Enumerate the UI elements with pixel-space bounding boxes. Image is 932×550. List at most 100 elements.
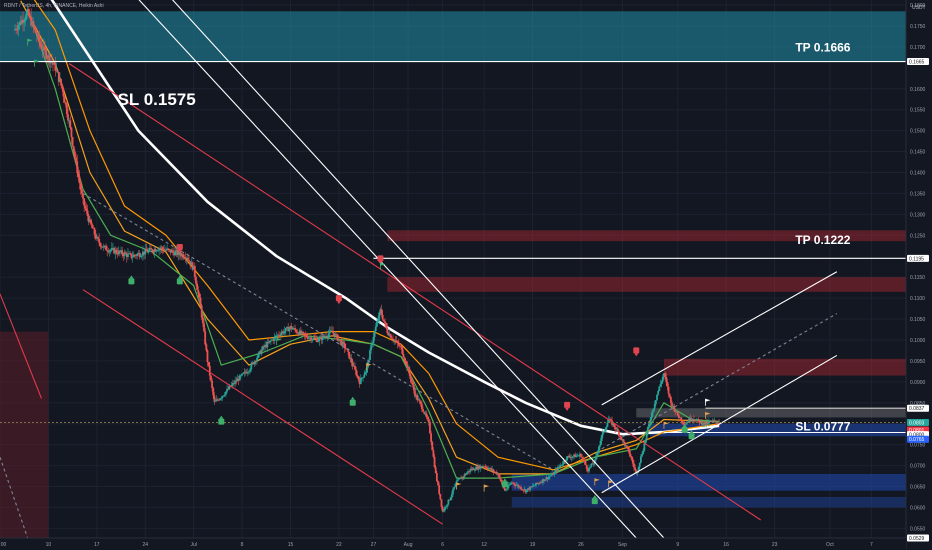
trend-lines[interactable] — [0, 0, 838, 539]
candle-body — [597, 450, 600, 454]
candle-body — [349, 358, 352, 360]
candle-body — [185, 257, 188, 259]
candle-body — [31, 21, 34, 26]
buy-signal-marker — [128, 278, 135, 285]
candle-body — [42, 46, 45, 51]
candle-body — [517, 485, 520, 488]
candle-body — [616, 428, 619, 432]
candle-body — [643, 443, 646, 451]
candle-body — [33, 26, 36, 29]
candle-body — [105, 245, 107, 251]
candle-body — [60, 79, 62, 86]
candle-body — [546, 477, 549, 479]
candle-body — [206, 350, 209, 363]
candle-body — [493, 471, 496, 473]
candle-body — [85, 208, 88, 211]
candle-body — [460, 478, 462, 480]
candle-body — [400, 345, 403, 348]
candle-body — [124, 252, 127, 254]
candle-body — [183, 257, 186, 259]
annotations[interactable]: SL 0.1575 TP 0.1666 TP 0.1222 SL 0.0777 — [118, 40, 851, 433]
candle-body — [658, 386, 661, 391]
flag-green-marker — [276, 338, 282, 342]
candle-body — [701, 421, 703, 425]
candle-body — [606, 422, 609, 427]
candle-body — [37, 34, 39, 37]
price-tick-label: 0.0850 — [910, 401, 926, 407]
candle-body — [41, 49, 44, 51]
buy-signal-marker — [591, 498, 598, 505]
price-tag-label: 0.0803 — [909, 420, 925, 426]
candle-body — [515, 485, 518, 487]
down-channel-upper — [68, 63, 762, 521]
candle-body — [139, 256, 142, 258]
symbol-header: RDNT / TetherUS, 4h, BINANCE, Heikin Ash… — [4, 3, 104, 9]
candle-body — [578, 454, 581, 456]
candle-body — [528, 488, 530, 490]
candle-body — [339, 339, 341, 341]
candle-body — [510, 482, 513, 484]
candle-body — [281, 331, 284, 334]
candle-body — [395, 340, 398, 342]
candle-body — [252, 362, 255, 365]
candle-body — [614, 427, 617, 430]
levels[interactable] — [0, 60, 906, 434]
candle-body — [710, 421, 713, 423]
time-tick-label: 12 — [481, 542, 487, 548]
candle-body — [638, 462, 641, 468]
candle-body — [298, 330, 301, 335]
price-axis[interactable]: 0.1800 0.1750 0.1700 0.1600 0.1550 0.1500 0.14… — [905, 0, 932, 550]
down-channel-mid — [82, 192, 554, 471]
candle-body — [295, 329, 298, 333]
candle-body — [544, 479, 547, 481]
candle-body — [288, 328, 291, 332]
candle-body — [291, 328, 294, 330]
candle-body — [348, 351, 351, 359]
candle-body — [50, 61, 53, 63]
price-tick-label: 0.1050 — [910, 317, 926, 323]
candle-body — [336, 334, 339, 341]
candle-body — [264, 344, 267, 348]
candle-body — [115, 249, 118, 254]
time-axis[interactable]: 14:00 10 17 24 Jul 8 15 22 27 Aug 6 12 19 26 Sep 9 16 23 O… — [0, 537, 906, 550]
candle-body — [354, 365, 356, 370]
candle-body — [313, 337, 316, 339]
candle-body — [370, 345, 373, 351]
candle-body — [505, 489, 507, 491]
candle-body — [240, 375, 242, 377]
candle-body — [200, 305, 203, 318]
candle-body — [548, 476, 551, 477]
candle-body — [46, 57, 49, 59]
candle-body — [447, 499, 450, 505]
candle-body — [397, 343, 400, 346]
candle-body — [543, 479, 545, 481]
candle-body — [385, 322, 388, 328]
candle-body — [173, 252, 175, 256]
candle-body — [341, 341, 344, 346]
candle-body — [63, 96, 66, 103]
candle-body — [442, 510, 445, 512]
candle-body — [558, 466, 560, 468]
price-tick-label: 0.0550 — [910, 526, 926, 532]
candle-body — [56, 69, 59, 73]
candle-body — [101, 246, 104, 248]
candle-body — [363, 374, 366, 378]
candle-body — [184, 258, 187, 259]
candle-body — [243, 371, 246, 374]
candle-body — [365, 368, 368, 373]
candle-body — [680, 417, 683, 422]
candle-body — [337, 339, 340, 341]
candle-body — [61, 85, 64, 89]
candle-body — [559, 465, 562, 467]
candle-body — [132, 254, 135, 257]
candle-body — [387, 333, 390, 336]
candle-body — [392, 338, 394, 341]
candle-body — [204, 331, 207, 345]
candle-body — [47, 55, 50, 59]
candle-body — [538, 483, 541, 484]
candle-body — [695, 419, 698, 422]
candle-body — [429, 421, 431, 434]
candle-body — [571, 456, 574, 458]
candle-body — [545, 477, 548, 480]
